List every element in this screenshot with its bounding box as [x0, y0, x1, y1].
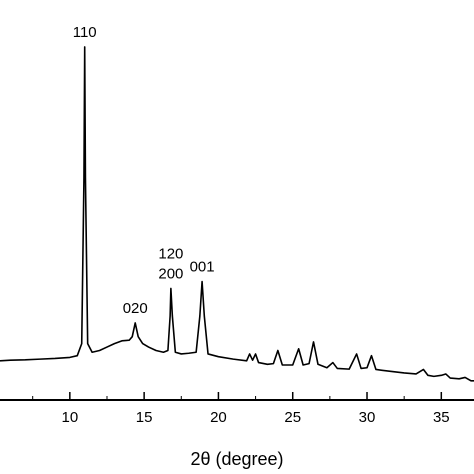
x-tick-label: 20: [210, 409, 227, 426]
series: [0, 46, 474, 382]
x-tick-label: 10: [61, 409, 78, 426]
x-tick-label: 35: [433, 409, 450, 426]
x-tick-label: 25: [284, 409, 301, 426]
peak-labels: 110 020 120 200 001: [73, 24, 215, 317]
x-axis-title: 2θ (degree): [190, 449, 283, 469]
peak-label: 120: [158, 245, 183, 262]
axes: 10 15 20 25 30 35: [0, 392, 474, 426]
peak-label: 200: [158, 265, 183, 282]
peak-label: 110: [73, 24, 97, 41]
xrd-series-line: [0, 46, 474, 382]
x-tick-label: 30: [359, 409, 376, 426]
peak-label: 020: [123, 300, 148, 317]
peak-label: 001: [190, 259, 215, 276]
x-tick-label: 15: [136, 409, 153, 426]
